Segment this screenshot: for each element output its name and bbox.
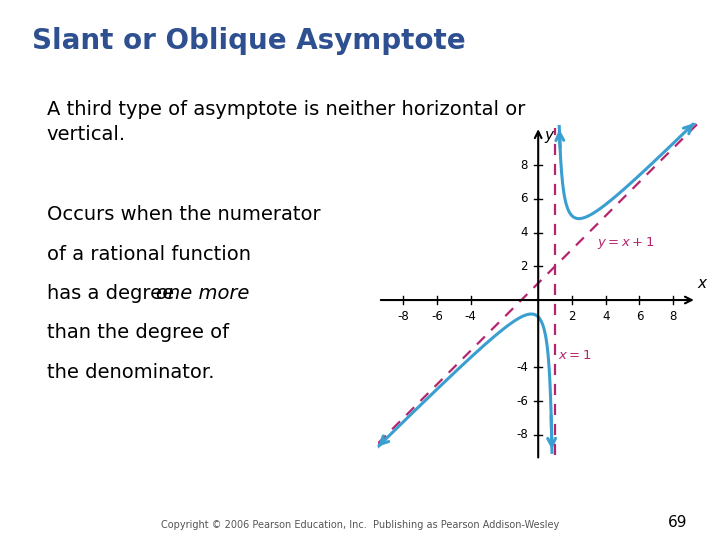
Text: the denominator.: the denominator. [47, 363, 215, 382]
Text: Copyright © 2006 Pearson Education, Inc.  Publishing as Pearson Addison-Wesley: Copyright © 2006 Pearson Education, Inc.… [161, 520, 559, 530]
Text: 8: 8 [670, 310, 677, 323]
Text: -6: -6 [431, 310, 443, 323]
Text: than the degree of: than the degree of [47, 323, 229, 342]
Text: -4: -4 [465, 310, 477, 323]
Text: 6: 6 [521, 192, 528, 205]
Text: 8: 8 [521, 159, 528, 172]
Text: 2: 2 [521, 260, 528, 273]
Text: 2: 2 [568, 310, 576, 323]
Text: one more: one more [156, 284, 249, 303]
Text: 69: 69 [668, 515, 688, 530]
Text: -8: -8 [516, 428, 528, 441]
Text: $y = x + 1$: $y = x + 1$ [597, 235, 655, 251]
Text: 6: 6 [636, 310, 643, 323]
Text: -8: -8 [397, 310, 409, 323]
Text: Occurs when the numerator: Occurs when the numerator [47, 205, 320, 224]
Text: -6: -6 [516, 395, 528, 408]
Text: y: y [544, 128, 553, 143]
Text: has a degree: has a degree [47, 284, 180, 303]
Text: $x = 1$: $x = 1$ [559, 349, 592, 362]
Text: Slant or Oblique Asymptote: Slant or Oblique Asymptote [32, 27, 466, 55]
Text: x: x [698, 276, 706, 291]
Text: A third type of asymptote is neither horizontal or
vertical.: A third type of asymptote is neither hor… [47, 100, 525, 144]
Text: 4: 4 [521, 226, 528, 239]
Text: of a rational function: of a rational function [47, 245, 251, 264]
Text: 4: 4 [602, 310, 609, 323]
Text: -4: -4 [516, 361, 528, 374]
